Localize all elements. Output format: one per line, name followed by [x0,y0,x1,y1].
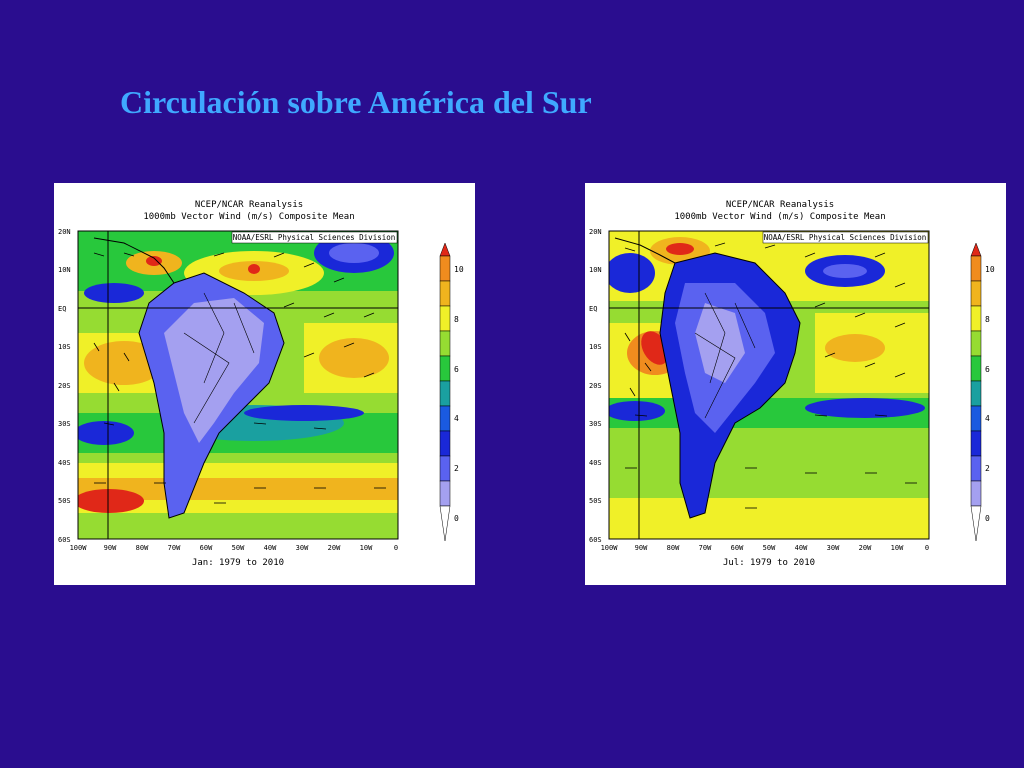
colorbar-tick: 2 [454,464,459,473]
lat-tick-labels: 20N 10N EQ 10S 20S 30S 40S 50S 60S [58,228,71,544]
lat-tick: 20S [589,382,602,390]
lon-tick: 40W [795,544,808,552]
lat-tick: 20S [58,382,71,390]
lat-tick: 30S [58,420,71,428]
lat-tick: EQ [589,305,597,313]
credit-box: NOAA/ESRL Physical Sciences Division [231,231,398,244]
wind-vectors [93,252,386,504]
credit-label: NOAA/ESRL Physical Sciences Division [233,233,396,242]
lat-tick: 10N [589,266,602,274]
wind-speed-field [78,231,398,539]
lon-tick: 0 [925,544,929,552]
colorbar-tick: 0 [454,514,459,523]
lon-tick: 30W [827,544,840,552]
lon-tick: 100W [70,544,88,552]
colorbar-tick: 6 [985,365,990,374]
lon-tick: 70W [168,544,181,552]
colorbar-tick: 10 [454,265,464,274]
credit-label: NOAA/ESRL Physical Sciences Division [764,233,927,242]
lon-tick-labels: 100W 90W 80W 70W 60W 50W 40W 30W 20W 10W… [70,544,399,552]
lat-tick: 40S [58,459,71,467]
lon-tick: 80W [667,544,680,552]
lat-tick: 50S [58,497,71,505]
lon-tick: 90W [635,544,648,552]
lat-tick: 20N [589,228,602,236]
map-panel-july: NCEP/NCAR Reanalysis 1000mb Vector Wind … [585,183,1006,585]
lat-tick: 60S [58,536,71,544]
lat-tick: 50S [589,497,602,505]
colorbar-tick: 8 [985,315,990,324]
lon-tick: 100W [601,544,619,552]
lon-tick: 20W [328,544,341,552]
colorbar-tick: 0 [985,514,990,523]
wind-speed-field [609,231,929,539]
lat-tick: 20N [58,228,71,236]
colorbar: 10 8 6 4 2 0 [970,242,995,542]
lon-tick: 10W [360,544,373,552]
lon-tick-labels: 100W 90W 80W 70W 60W 50W 40W 30W 20W 10W… [601,544,930,552]
lat-tick: 10S [589,343,602,351]
map-footer: Jan: 1979 to 2010 [192,558,284,568]
colorbar-tick: 4 [454,414,459,423]
lon-tick: 60W [200,544,213,552]
lat-tick: 10N [58,266,71,274]
map-panel-january: NCEP/NCAR Reanalysis 1000mb Vector Wind … [54,183,475,585]
credit-box: NOAA/ESRL Physical Sciences Division [762,231,929,244]
lon-tick: 10W [891,544,904,552]
lon-tick: 50W [763,544,776,552]
slide-title: Circulación sobre América del Sur [120,84,592,120]
lon-tick: 80W [136,544,149,552]
lat-tick: 10S [58,343,71,351]
lon-tick: 40W [264,544,277,552]
wind-vectors [624,242,917,509]
lat-tick: 30S [589,420,602,428]
lon-tick: 60W [731,544,744,552]
lat-tick: EQ [58,305,66,313]
colorbar-tick: 4 [985,414,990,423]
colorbar-tick: 8 [454,315,459,324]
map-header-title: NCEP/NCAR Reanalysis [195,200,303,210]
lon-tick: 30W [296,544,309,552]
lat-tick: 40S [589,459,602,467]
colorbar-tick: 10 [985,265,995,274]
lat-tick: 60S [589,536,602,544]
map-header-subtitle: 1000mb Vector Wind (m/s) Composite Mean [674,212,885,222]
map-header-subtitle: 1000mb Vector Wind (m/s) Composite Mean [143,212,354,222]
map-header-title: NCEP/NCAR Reanalysis [726,200,834,210]
lon-tick: 90W [104,544,117,552]
colorbar-tick: 2 [985,464,990,473]
lon-tick: 70W [699,544,712,552]
lon-tick: 0 [394,544,398,552]
colorbar: 10 8 6 4 2 0 [439,242,464,542]
lon-tick: 50W [232,544,245,552]
lat-tick-labels: 20N 10N EQ 10S 20S 30S 40S 50S 60S [589,228,602,544]
map-footer: Jul: 1979 to 2010 [723,558,815,568]
colorbar-tick: 6 [454,365,459,374]
lon-tick: 20W [859,544,872,552]
